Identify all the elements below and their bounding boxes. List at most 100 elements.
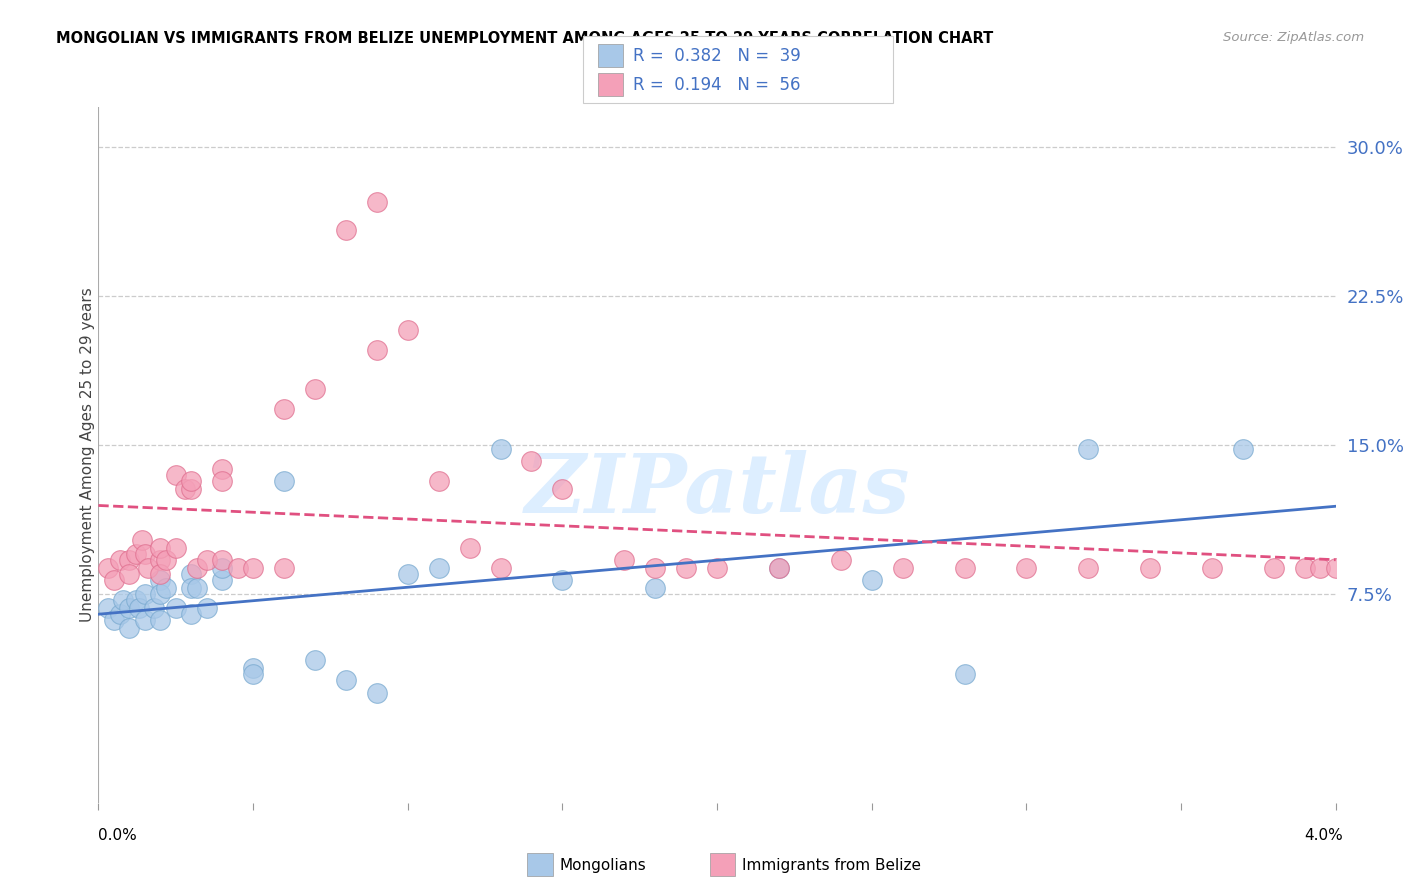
Point bbox=[103, 573, 125, 587]
Point bbox=[211, 561, 233, 575]
Point bbox=[273, 474, 295, 488]
Point bbox=[613, 553, 636, 567]
Point bbox=[644, 581, 666, 595]
Point bbox=[131, 533, 153, 548]
Point bbox=[520, 454, 543, 468]
Point bbox=[108, 553, 131, 567]
Point bbox=[149, 573, 172, 587]
Point bbox=[165, 541, 187, 556]
Point bbox=[118, 553, 141, 567]
Point bbox=[124, 593, 146, 607]
Point bbox=[165, 467, 187, 482]
Point bbox=[134, 547, 156, 561]
Point bbox=[165, 601, 187, 615]
Text: R =  0.194   N =  56: R = 0.194 N = 56 bbox=[633, 76, 800, 94]
Point bbox=[226, 561, 249, 575]
Point bbox=[1077, 442, 1099, 456]
Point bbox=[180, 482, 202, 496]
Point bbox=[134, 587, 156, 601]
Point bbox=[458, 541, 481, 556]
Point bbox=[366, 195, 388, 210]
Point bbox=[675, 561, 697, 575]
Point bbox=[97, 561, 120, 575]
Point bbox=[335, 673, 357, 687]
Point bbox=[180, 474, 202, 488]
Point bbox=[128, 601, 150, 615]
Point bbox=[149, 587, 172, 601]
Point bbox=[1232, 442, 1254, 456]
Point bbox=[195, 553, 218, 567]
Point bbox=[366, 686, 388, 700]
Text: MONGOLIAN VS IMMIGRANTS FROM BELIZE UNEMPLOYMENT AMONG AGES 25 TO 29 YEARS CORRE: MONGOLIAN VS IMMIGRANTS FROM BELIZE UNEM… bbox=[56, 31, 994, 46]
Point bbox=[211, 462, 233, 476]
Point bbox=[1201, 561, 1223, 575]
Point bbox=[427, 561, 450, 575]
Point bbox=[155, 581, 177, 595]
Point bbox=[551, 573, 574, 587]
Point bbox=[953, 561, 976, 575]
Point bbox=[124, 547, 146, 561]
Point bbox=[830, 553, 852, 567]
Point bbox=[136, 561, 159, 575]
Point bbox=[242, 666, 264, 681]
Point bbox=[180, 581, 202, 595]
Point bbox=[1263, 561, 1285, 575]
Point bbox=[1077, 561, 1099, 575]
Point bbox=[396, 567, 419, 582]
Point bbox=[118, 567, 141, 582]
Point bbox=[108, 607, 131, 621]
Point bbox=[706, 561, 728, 575]
Point bbox=[118, 621, 141, 635]
Point bbox=[180, 567, 202, 582]
Point bbox=[1139, 561, 1161, 575]
Point bbox=[149, 613, 172, 627]
Point bbox=[180, 607, 202, 621]
Y-axis label: Unemployment Among Ages 25 to 29 years: Unemployment Among Ages 25 to 29 years bbox=[80, 287, 94, 623]
Point bbox=[1324, 561, 1347, 575]
Point bbox=[186, 561, 208, 575]
Point bbox=[953, 666, 976, 681]
Point bbox=[242, 561, 264, 575]
Point bbox=[489, 442, 512, 456]
Text: 0.0%: 0.0% bbox=[98, 828, 138, 843]
Point bbox=[396, 323, 419, 337]
Point bbox=[768, 561, 790, 575]
Point bbox=[1309, 561, 1331, 575]
Point bbox=[644, 561, 666, 575]
Point bbox=[551, 482, 574, 496]
Point bbox=[304, 653, 326, 667]
Point bbox=[149, 567, 172, 582]
Text: ZIPatlas: ZIPatlas bbox=[524, 450, 910, 530]
Point bbox=[149, 553, 172, 567]
Point bbox=[195, 601, 218, 615]
Point bbox=[134, 613, 156, 627]
Point bbox=[186, 581, 208, 595]
Point bbox=[860, 573, 883, 587]
Text: Source: ZipAtlas.com: Source: ZipAtlas.com bbox=[1223, 31, 1364, 45]
Point bbox=[427, 474, 450, 488]
Point bbox=[891, 561, 914, 575]
Point bbox=[304, 382, 326, 396]
Point bbox=[489, 561, 512, 575]
Point bbox=[211, 474, 233, 488]
Point bbox=[149, 541, 172, 556]
Point bbox=[174, 482, 197, 496]
Point bbox=[155, 553, 177, 567]
Point bbox=[103, 613, 125, 627]
Point bbox=[211, 553, 233, 567]
Point bbox=[273, 561, 295, 575]
Point bbox=[768, 561, 790, 575]
Point bbox=[1015, 561, 1038, 575]
Point bbox=[366, 343, 388, 357]
Point bbox=[335, 223, 357, 237]
Text: Immigrants from Belize: Immigrants from Belize bbox=[742, 858, 921, 872]
Point bbox=[211, 573, 233, 587]
Point bbox=[143, 601, 166, 615]
Point bbox=[118, 601, 141, 615]
Text: 4.0%: 4.0% bbox=[1303, 828, 1343, 843]
Point bbox=[273, 402, 295, 417]
Text: Mongolians: Mongolians bbox=[560, 858, 647, 872]
Point bbox=[97, 601, 120, 615]
Point bbox=[1294, 561, 1316, 575]
Text: R =  0.382   N =  39: R = 0.382 N = 39 bbox=[633, 47, 800, 65]
